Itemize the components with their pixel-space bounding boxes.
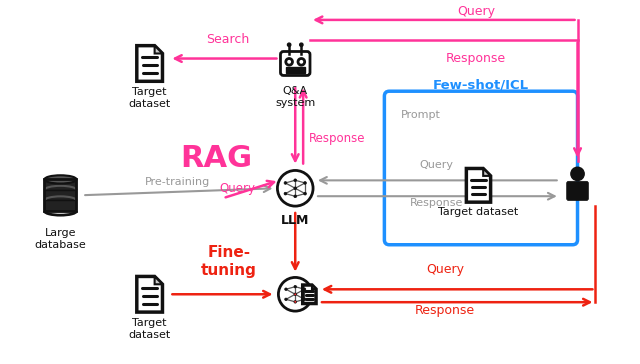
Ellipse shape [45, 175, 77, 183]
Text: Response: Response [415, 304, 476, 317]
Text: Query: Query [419, 161, 453, 170]
Circle shape [294, 285, 296, 288]
Text: Response: Response [309, 132, 365, 145]
Circle shape [571, 167, 584, 181]
Text: Query: Query [457, 5, 495, 18]
Circle shape [294, 293, 296, 296]
Text: Q&A
system: Q&A system [275, 86, 316, 108]
Polygon shape [45, 179, 77, 190]
Polygon shape [312, 285, 316, 289]
Polygon shape [155, 46, 163, 54]
Text: Response: Response [446, 52, 506, 64]
Polygon shape [137, 276, 163, 312]
Text: Few-shot/ICL: Few-shot/ICL [433, 78, 529, 91]
Text: Prompt: Prompt [401, 110, 441, 120]
Circle shape [303, 288, 306, 290]
Text: Response: Response [410, 198, 463, 208]
Circle shape [303, 298, 306, 301]
Text: Query: Query [426, 264, 464, 276]
Circle shape [294, 195, 296, 198]
Text: Target
dataset: Target dataset [129, 87, 171, 109]
Circle shape [285, 298, 287, 301]
Circle shape [278, 277, 312, 311]
Circle shape [284, 182, 287, 184]
Text: Target dataset: Target dataset [438, 207, 518, 217]
Circle shape [300, 43, 303, 47]
Text: Fine-
tuning: Fine- tuning [201, 245, 257, 278]
FancyBboxPatch shape [280, 51, 310, 75]
Circle shape [304, 182, 307, 184]
Circle shape [277, 170, 313, 206]
Text: Query: Query [219, 182, 255, 195]
Polygon shape [137, 46, 163, 81]
Text: Pre-training: Pre-training [145, 177, 211, 187]
Text: LLM: LLM [281, 214, 309, 227]
Polygon shape [467, 169, 491, 202]
Text: Target
dataset: Target dataset [129, 318, 171, 340]
Circle shape [287, 43, 291, 47]
Circle shape [298, 59, 305, 65]
Text: RAG: RAG [180, 144, 252, 173]
Circle shape [285, 288, 287, 290]
Circle shape [304, 192, 307, 195]
Text: Large
database: Large database [35, 228, 86, 249]
FancyBboxPatch shape [385, 91, 577, 245]
Polygon shape [45, 201, 77, 211]
FancyBboxPatch shape [566, 181, 588, 201]
Polygon shape [155, 276, 163, 284]
Circle shape [294, 187, 296, 190]
Polygon shape [45, 190, 77, 201]
Circle shape [294, 301, 296, 303]
FancyBboxPatch shape [286, 67, 305, 73]
Circle shape [284, 192, 287, 195]
Circle shape [286, 59, 292, 65]
Polygon shape [303, 285, 316, 304]
Polygon shape [483, 169, 491, 176]
Circle shape [294, 179, 296, 182]
Text: Search: Search [206, 33, 249, 46]
